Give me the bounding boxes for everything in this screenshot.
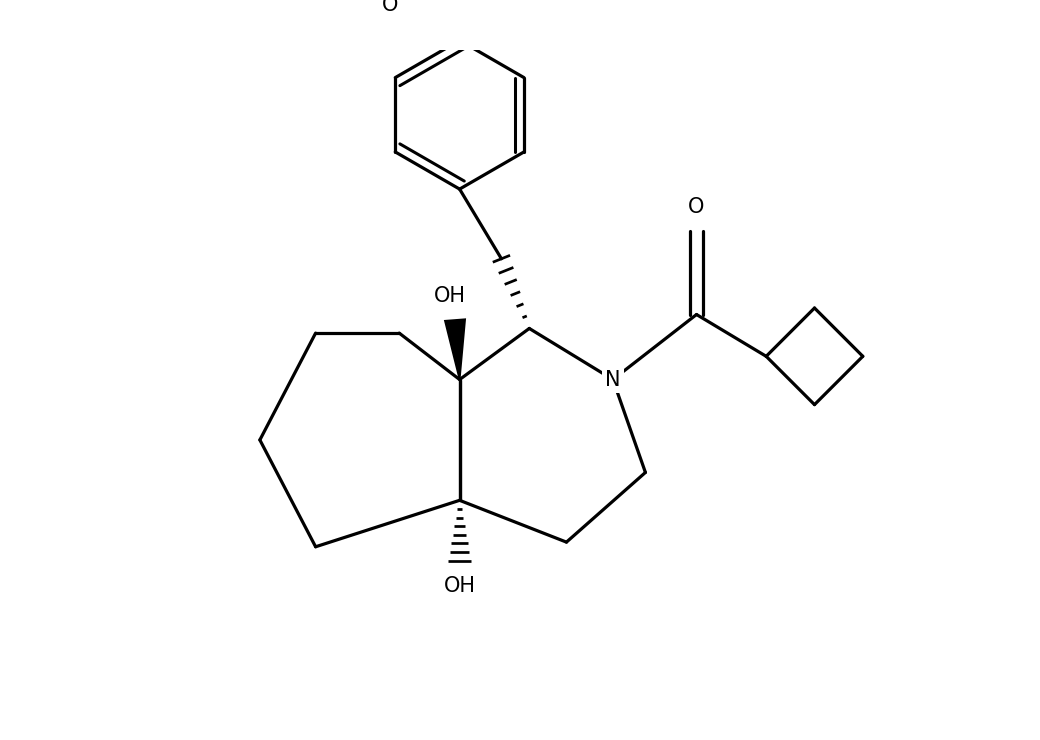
Text: O: O xyxy=(382,0,398,15)
Text: N: N xyxy=(605,369,621,389)
Text: OH: OH xyxy=(435,286,466,306)
Text: OH: OH xyxy=(444,576,475,596)
Text: O: O xyxy=(688,197,705,217)
Polygon shape xyxy=(444,318,466,380)
